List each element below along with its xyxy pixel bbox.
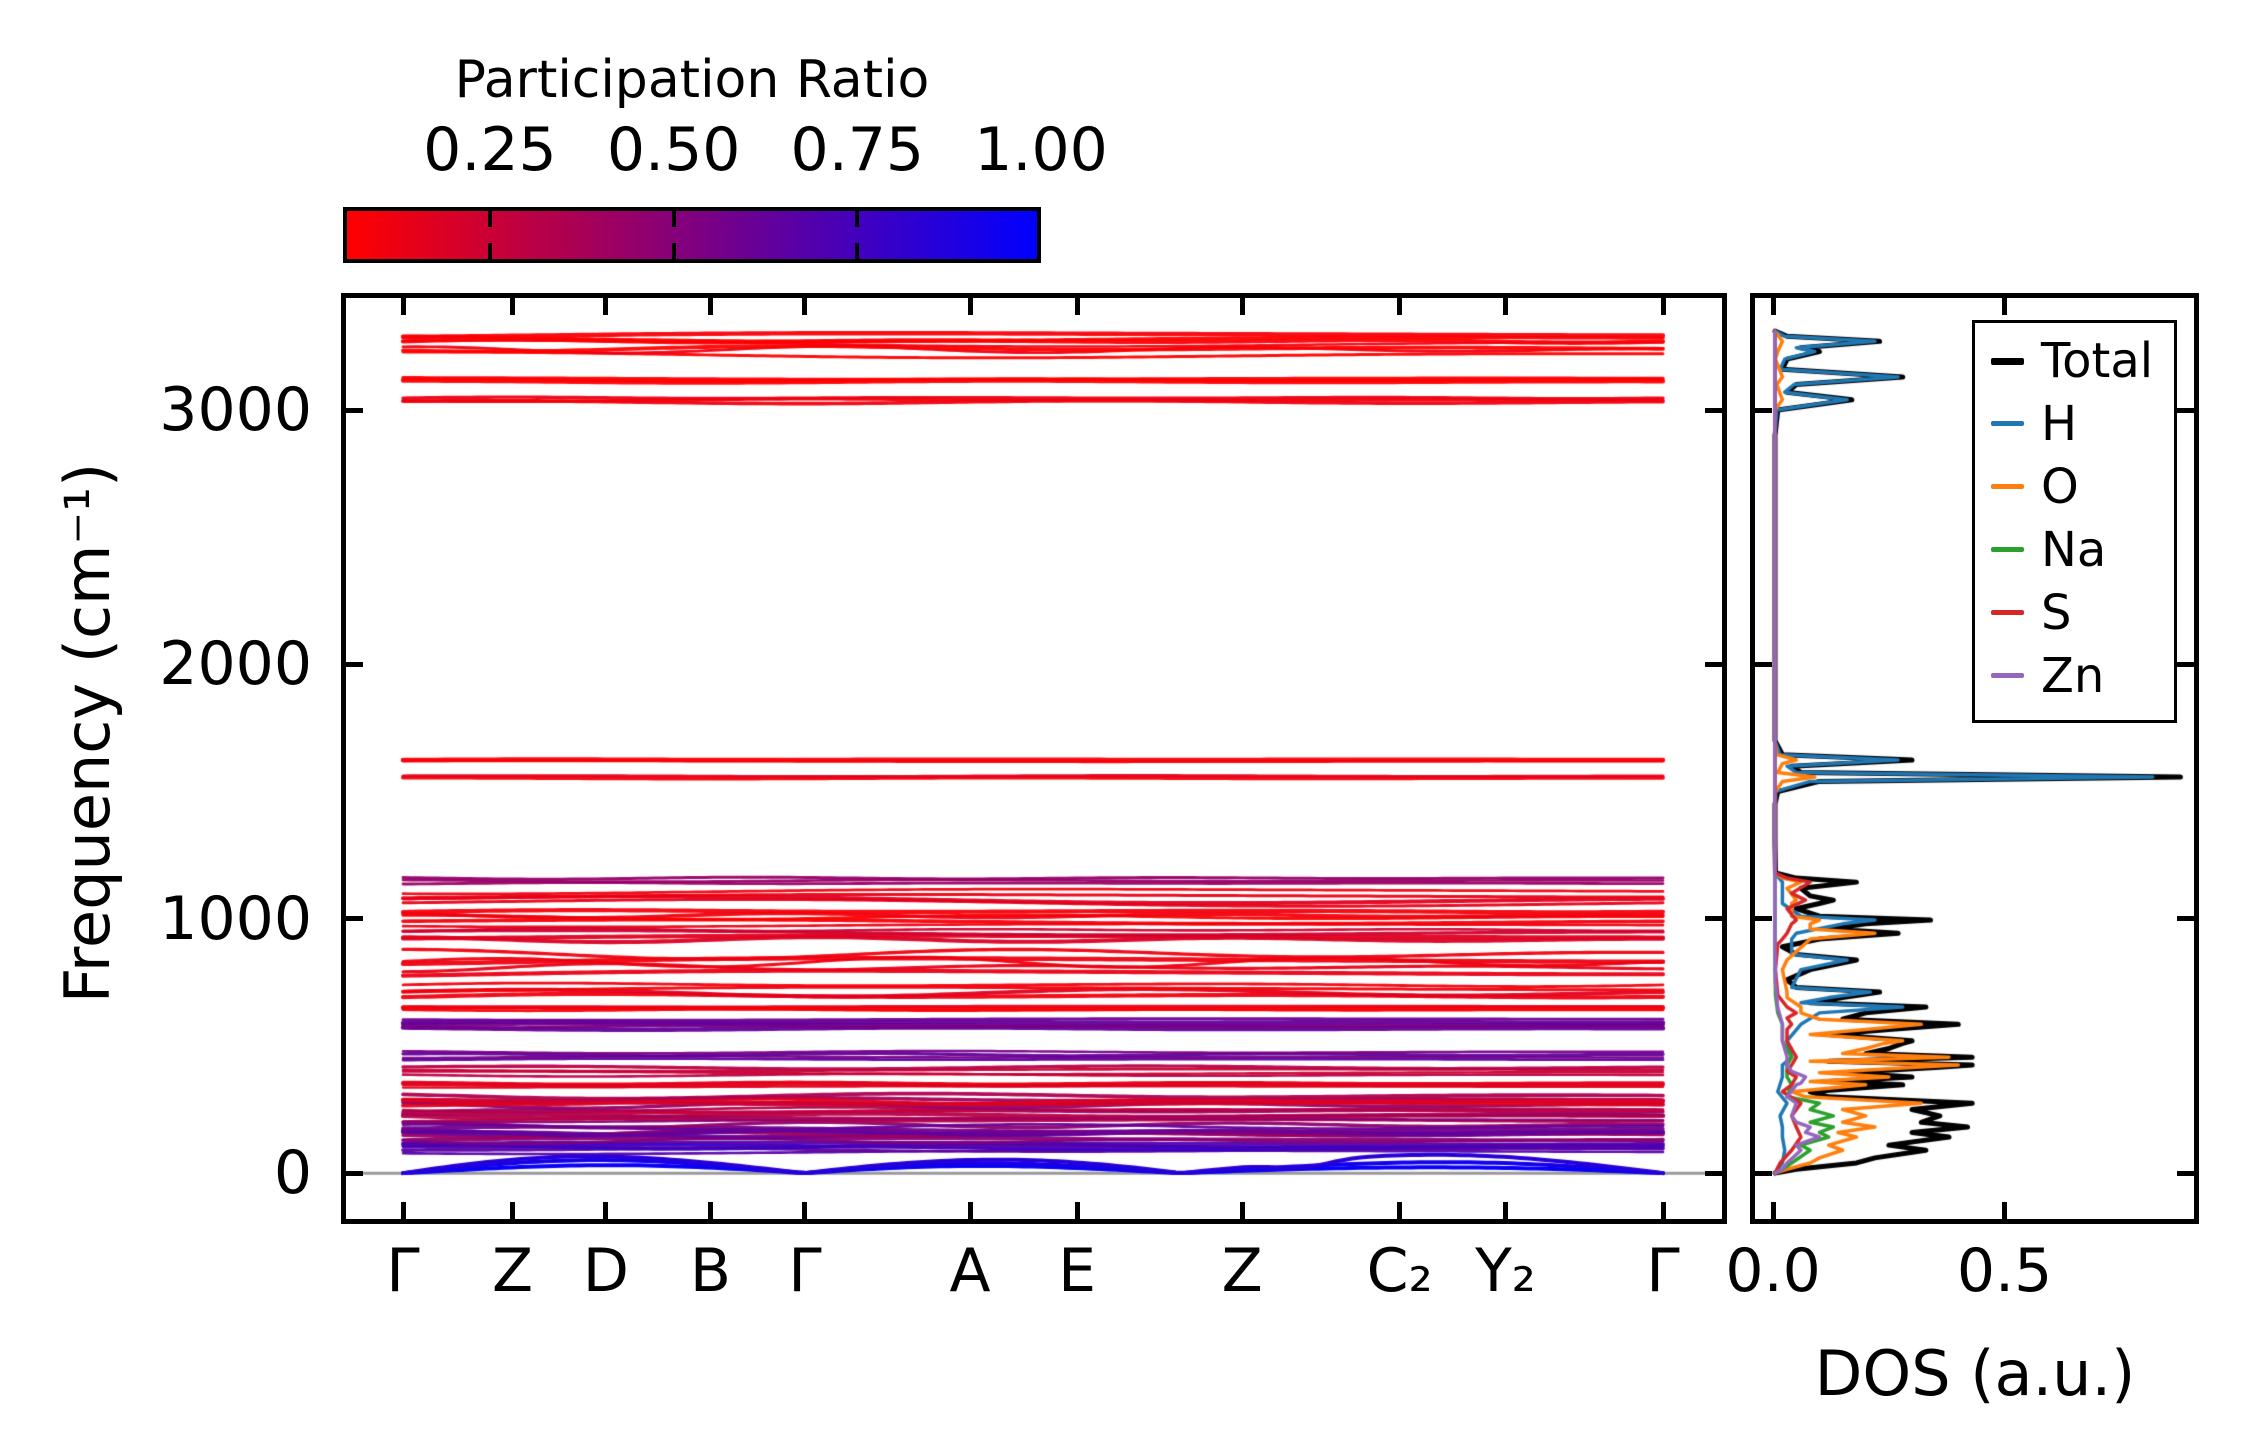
colorbar-tick-mark <box>487 207 492 227</box>
colorbar-tick-label: 1.00 <box>974 115 1108 185</box>
legend-line-sample <box>1991 484 2024 489</box>
kpoint-tick-mark <box>1239 293 1245 315</box>
colorbar-tick-mark <box>487 243 492 263</box>
kpoint-tick-mark <box>1660 293 1666 315</box>
y-tick-mark <box>1750 916 1772 922</box>
band-structure-axes <box>341 293 1727 1224</box>
kpoint-tick-mark <box>1074 293 1080 315</box>
kpoint-tick-mark <box>802 293 808 315</box>
kpoint-label: D <box>582 1236 629 1306</box>
y-tick-mark <box>1750 407 1772 413</box>
legend-label: S <box>2041 585 2072 641</box>
legend-item-O: O <box>1975 455 2174 518</box>
legend-line-sample <box>1991 421 2024 426</box>
kpoint-tick-mark <box>1503 293 1508 315</box>
legend-label: O <box>2041 459 2079 515</box>
legend-line-sample <box>1991 610 2024 615</box>
legend-label: Total <box>2041 333 2154 389</box>
kpoint-tick-mark <box>603 293 609 315</box>
y-tick-label: 2000 <box>159 629 312 700</box>
kpoint-label: Z <box>492 1236 534 1306</box>
y-axis-label: Frequency (cm⁻¹) <box>51 462 124 1004</box>
dos-x-tick-mark <box>1770 293 1776 315</box>
legend-label: Zn <box>2041 648 2105 704</box>
kpoint-label: C₂ <box>1366 1236 1433 1306</box>
y-tick-mark <box>1705 916 1727 922</box>
colorbar-tick-mark <box>671 207 676 227</box>
kpoint-tick-mark <box>1660 1202 1666 1224</box>
kpoint-tick-mark <box>510 293 516 315</box>
y-tick-label: 0 <box>273 1138 312 1209</box>
kpoint-tick-mark <box>603 1202 609 1224</box>
y-tick-mark <box>2177 661 2199 667</box>
kpoint-tick-mark <box>967 293 973 315</box>
kpoint-tick-mark <box>400 1202 406 1224</box>
dos-axes <box>1750 293 2199 1224</box>
dos-x-tick-label: 0.5 <box>1956 1236 2053 1306</box>
kpoint-tick-mark <box>400 293 406 315</box>
kpoint-tick-mark <box>707 293 713 315</box>
dos-x-tick-mark <box>2002 293 2008 315</box>
legend-label: H <box>2041 396 2078 452</box>
y-tick-mark <box>2177 407 2199 413</box>
legend-label: Na <box>2041 522 2107 578</box>
kpoint-label: Γ <box>1646 1236 1680 1306</box>
colorbar <box>343 207 1041 263</box>
legend-item-Total: Total <box>1975 329 2174 392</box>
y-tick-mark <box>1750 661 1772 667</box>
kpoint-tick-mark <box>1397 1202 1403 1224</box>
legend-line-sample <box>1991 547 2024 552</box>
colorbar-tick-mark <box>855 243 860 263</box>
kpoint-tick-mark <box>1074 1202 1080 1224</box>
y-tick-mark <box>1705 407 1727 413</box>
dos-x-tick-mark <box>1770 1202 1776 1224</box>
y-tick-mark <box>341 916 363 922</box>
y-tick-mark <box>1750 1170 1772 1176</box>
colorbar-tick-label: 0.25 <box>423 115 557 185</box>
kpoint-label: Y₂ <box>1475 1236 1536 1306</box>
kpoint-label: B <box>689 1236 732 1306</box>
kpoint-tick-mark <box>1397 293 1403 315</box>
y-tick-mark <box>341 407 363 413</box>
y-tick-mark <box>341 1170 363 1176</box>
legend-line-sample <box>1991 358 2024 365</box>
dos-x-tick-mark <box>2002 1202 2008 1224</box>
y-tick-label: 3000 <box>159 375 312 445</box>
dos-x-tick-label: 0.0 <box>1725 1236 1821 1306</box>
kpoint-tick-mark <box>802 1202 808 1224</box>
y-tick-mark <box>2177 916 2199 922</box>
legend-item-S: S <box>1975 581 2174 644</box>
colorbar-title: Participation Ratio <box>454 50 930 110</box>
legend-item-Zn: Zn <box>1975 644 2174 707</box>
y-tick-mark <box>1705 1170 1727 1176</box>
kpoint-label: Z <box>1221 1236 1263 1306</box>
kpoint-tick-mark <box>707 1202 713 1224</box>
kpoint-label: E <box>1058 1236 1097 1306</box>
colorbar-tick-mark <box>671 243 676 263</box>
y-tick-mark <box>341 661 363 667</box>
colorbar-tick-mark <box>855 207 860 227</box>
colorbar-tick-label: 0.75 <box>790 115 925 185</box>
kpoint-label: A <box>949 1236 991 1306</box>
band-structure-canvas <box>341 293 1727 1224</box>
y-tick-mark <box>1705 661 1727 667</box>
dos-x-axis-label: DOS (a.u.) <box>1814 1337 2136 1410</box>
kpoint-tick-mark <box>1239 1202 1245 1224</box>
colorbar-tick-label: 0.50 <box>606 115 741 185</box>
kpoint-tick-mark <box>967 1202 973 1224</box>
kpoint-tick-mark <box>1503 1202 1508 1224</box>
y-tick-mark <box>2177 1170 2199 1176</box>
legend-line-sample <box>1991 673 2024 678</box>
legend-item-Na: Na <box>1975 518 2174 581</box>
kpoint-tick-mark <box>510 1202 516 1224</box>
legend-item-H: H <box>1975 392 2174 455</box>
kpoint-label: Γ <box>788 1236 822 1306</box>
kpoint-label: Γ <box>386 1236 420 1306</box>
y-tick-label: 1000 <box>159 883 312 954</box>
legend: Total H O Na S Zn <box>1972 320 2177 723</box>
